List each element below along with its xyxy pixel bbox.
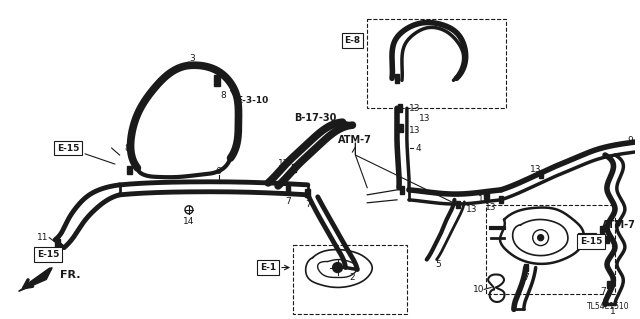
Text: E-3-10: E-3-10 — [237, 96, 269, 105]
Text: 7: 7 — [523, 273, 529, 282]
Text: 13: 13 — [409, 126, 420, 135]
Polygon shape — [19, 268, 52, 292]
Text: 9: 9 — [627, 136, 633, 145]
Text: 13: 13 — [419, 114, 431, 123]
Circle shape — [538, 235, 543, 241]
Text: 6: 6 — [216, 167, 221, 176]
Bar — [285, 186, 291, 194]
Bar — [399, 186, 404, 194]
Text: E-15: E-15 — [37, 250, 60, 259]
Bar — [127, 166, 132, 174]
Bar — [499, 196, 503, 203]
Text: TL54E1510: TL54E1510 — [587, 302, 630, 311]
Bar — [367, 19, 506, 108]
Text: ATM-7: ATM-7 — [339, 135, 372, 145]
Text: 7: 7 — [600, 287, 606, 296]
Bar — [605, 236, 609, 243]
Text: 11: 11 — [36, 233, 48, 242]
Text: ATM-7: ATM-7 — [602, 220, 636, 230]
Text: 7: 7 — [609, 240, 615, 249]
Text: 8: 8 — [125, 144, 131, 152]
Circle shape — [185, 206, 193, 214]
Text: E-8: E-8 — [344, 36, 360, 45]
Bar — [600, 226, 604, 233]
Circle shape — [532, 230, 548, 246]
Text: 13: 13 — [409, 104, 420, 113]
Bar — [55, 240, 60, 248]
Text: 7: 7 — [285, 197, 291, 206]
Text: 13: 13 — [485, 203, 497, 212]
Text: 10: 10 — [472, 285, 484, 294]
Text: 1: 1 — [610, 307, 616, 316]
Bar — [539, 171, 543, 178]
Text: B-17-30: B-17-30 — [294, 113, 337, 123]
Bar — [486, 205, 615, 294]
Text: 4: 4 — [416, 144, 422, 152]
Text: E-15: E-15 — [57, 144, 115, 164]
Text: FR.: FR. — [60, 271, 81, 280]
Bar — [395, 74, 399, 83]
Circle shape — [333, 263, 342, 272]
Text: 13: 13 — [530, 166, 541, 174]
Bar — [524, 264, 528, 271]
Text: 13: 13 — [479, 195, 490, 204]
Bar — [292, 164, 296, 172]
Bar — [214, 75, 220, 86]
Bar — [607, 281, 611, 288]
Text: 5: 5 — [436, 260, 442, 269]
Text: E-1: E-1 — [260, 263, 276, 272]
Text: 8: 8 — [221, 91, 227, 100]
Text: 12: 12 — [278, 160, 290, 168]
Text: 3: 3 — [189, 54, 195, 63]
Bar — [484, 191, 488, 199]
Text: 2: 2 — [349, 273, 355, 282]
Bar — [397, 104, 403, 112]
Text: 7: 7 — [305, 200, 310, 209]
Text: 14: 14 — [183, 217, 195, 226]
Text: 13: 13 — [465, 205, 477, 214]
Bar — [293, 245, 407, 314]
Bar — [399, 124, 403, 132]
Bar — [305, 189, 310, 197]
Text: E-15: E-15 — [580, 237, 602, 246]
Bar — [456, 201, 460, 208]
